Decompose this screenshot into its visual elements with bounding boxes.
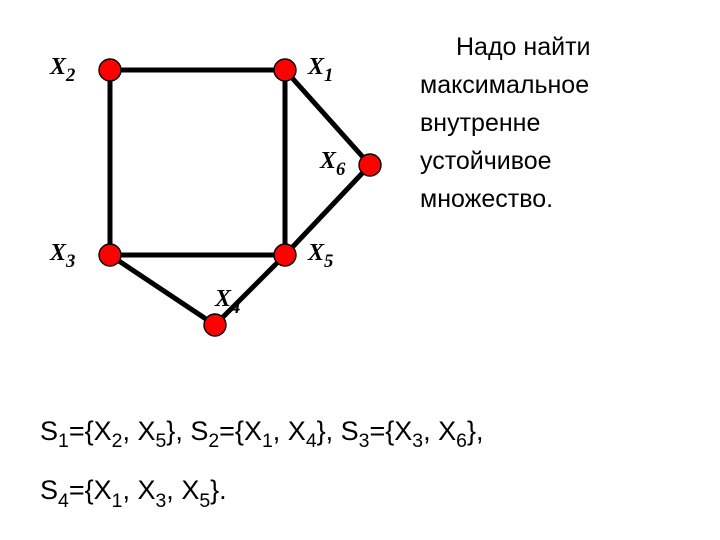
node-X1 bbox=[274, 59, 296, 81]
desc-line-1: максимальное bbox=[420, 68, 700, 102]
desc-line-0: Надо найти bbox=[420, 30, 700, 64]
desc-line-2: внутренне bbox=[420, 106, 700, 140]
node-label-X3: X3 bbox=[50, 240, 75, 272]
sets-row-0: S1={X2, X5}, S2={X1, X4}, S3={X3, X6}, bbox=[40, 410, 680, 461]
node-X6 bbox=[359, 154, 381, 176]
graph-diagram: X1 X2 X3 X4 X5 X6 bbox=[40, 30, 400, 370]
independent-sets-list: S1={X2, X5}, S2={X1, X4}, S3={X3, X6}, S4… bbox=[40, 410, 680, 529]
problem-text: Надо найти максимальное внутренне устойчиво… bbox=[420, 30, 700, 220]
node-label-X2: X2 bbox=[50, 54, 75, 86]
desc-line-3: устойчивое bbox=[420, 144, 700, 178]
desc-line-4: множество. bbox=[420, 182, 700, 216]
node-label-X5: X5 bbox=[308, 240, 333, 272]
node-label-X1: X1 bbox=[308, 54, 333, 86]
node-label-X4: X4 bbox=[215, 286, 240, 318]
node-X5 bbox=[274, 244, 296, 266]
graph-svg bbox=[40, 30, 400, 370]
node-X2 bbox=[99, 59, 121, 81]
node-X3 bbox=[99, 244, 121, 266]
node-label-X6: X6 bbox=[320, 148, 345, 180]
edge-X3-X4 bbox=[110, 255, 215, 325]
sets-row-1: S4={X1, X3, X5}. bbox=[40, 469, 680, 520]
